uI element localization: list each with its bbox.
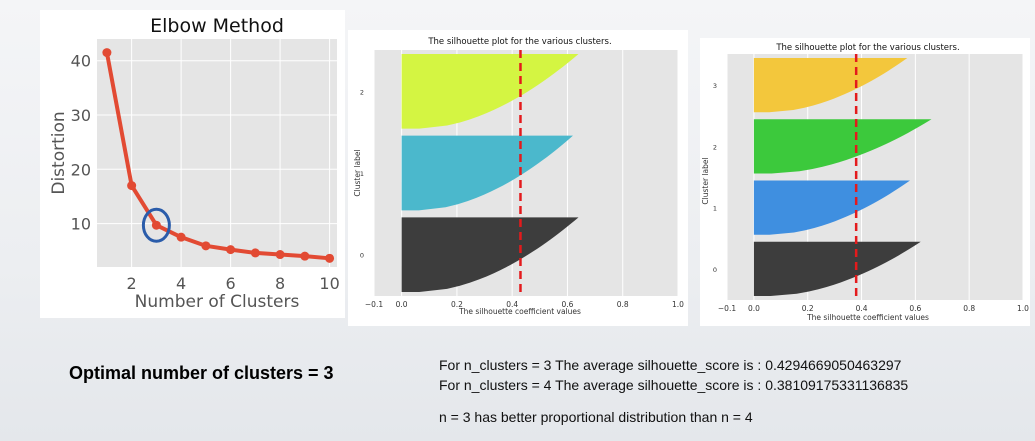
cluster-2-silhouette [401, 54, 579, 129]
silhouette-plot-4: 0 1 2 3 −0.1 0.0 0.2 0.4 0.6 0.8 1.0 The silhouet… [701, 43, 1029, 322]
cluster-2-silhouette [753, 119, 932, 174]
y-axis-label: Distortion [49, 111, 69, 194]
x-tick-label: 0.8 [617, 300, 629, 309]
y-tick-label: 30 [71, 106, 91, 125]
x-tick-label: −0.1 [365, 300, 383, 309]
y-tick-labels: 10 20 30 40 [71, 52, 91, 234]
data-point [275, 250, 285, 260]
cluster-1-silhouette [401, 135, 573, 211]
cluster-label: 0 [713, 266, 717, 274]
gridlines [97, 39, 337, 267]
data-point [300, 251, 310, 261]
distribution-comparison: n = 3 has better proportional distributi… [439, 409, 753, 425]
elbow-highlight-circle [141, 207, 171, 243]
chart-title: Elbow Method [150, 15, 284, 37]
x-tick-label: 4 [176, 274, 186, 293]
gridlines [726, 54, 1024, 300]
distortion-line [104, 52, 330, 261]
x-tick-label: 0.6 [909, 304, 921, 313]
cluster-label: 2 [713, 143, 717, 151]
data-point [127, 181, 137, 191]
data-point [201, 241, 211, 251]
y-tick-label: 20 [71, 160, 91, 179]
data-point [176, 232, 186, 242]
cluster-0-silhouette [753, 241, 921, 296]
x-tick-label: 0.2 [451, 300, 463, 309]
x-tick-label: 0.0 [748, 304, 760, 313]
silhouette-plot-3: 0 1 2 −0.1 0.0 0.2 0.4 0.6 0.8 1.0 The silhouett… [353, 37, 684, 316]
plot-background [97, 39, 337, 267]
x-tick-label: 1.0 [672, 300, 684, 309]
x-axis-label: The silhouette coefficient values [458, 307, 581, 316]
elbow-chart: 2 4 6 8 10 10 20 30 40 Elbow Method Number of C… [49, 15, 340, 312]
silhouette-score-n4: For n_clusters = 4 The average silhouett… [439, 377, 909, 393]
x-tick-label: 0.2 [802, 304, 814, 313]
silhouette-plot-4-panel: 0 1 2 3 −0.1 0.0 0.2 0.4 0.6 0.8 1.0 The silhouet… [700, 38, 1030, 326]
x-tick-labels: 2 4 6 8 10 [127, 274, 340, 293]
series-line-group [102, 48, 335, 263]
y-tick-label: 40 [71, 52, 91, 71]
x-tick-label: 0.4 [856, 304, 868, 313]
x-tick-label: 10 [319, 274, 339, 293]
cluster-label: 3 [713, 82, 717, 90]
x-axis-label: Number of Clusters [135, 292, 300, 312]
x-tick-labels: −0.1 0.0 0.2 0.4 0.6 0.8 1.0 [365, 300, 684, 309]
chart-title: The silhouette plot for the various clus… [427, 37, 611, 47]
x-tick-label: −0.1 [718, 304, 736, 313]
cluster-label: 2 [360, 88, 364, 96]
elbow-chart-panel: 2 4 6 8 10 10 20 30 40 Elbow Method Number of C… [40, 10, 345, 318]
y-tick-label: 10 [71, 215, 91, 234]
x-tick-label: 0.6 [561, 300, 573, 309]
x-axis-label: The silhouette coefficient values [806, 313, 929, 322]
cluster-3-silhouette [753, 58, 908, 113]
optimal-clusters-conclusion: Optimal number of clusters = 3 [69, 363, 334, 383]
y-axis-label: Cluster label [353, 149, 362, 196]
cluster-label: 1 [713, 205, 717, 213]
data-point [325, 253, 335, 263]
x-tick-label: 0.8 [963, 304, 975, 313]
cluster-label: 1 [360, 170, 364, 178]
x-tick-label: 1.0 [1017, 304, 1029, 313]
silhouette-plot-3-panel: 0 1 2 −0.1 0.0 0.2 0.4 0.6 0.8 1.0 The silhouett… [348, 30, 688, 326]
x-tick-label: 8 [275, 274, 285, 293]
cluster-silhouettes: 0 1 2 [360, 54, 579, 292]
cluster-0-silhouette [401, 217, 579, 292]
x-tick-label: 0.0 [396, 300, 408, 309]
data-point [226, 245, 236, 255]
x-tick-labels: −0.1 0.0 0.2 0.4 0.6 0.8 1.0 [718, 304, 1029, 313]
data-point [250, 248, 260, 258]
cluster-1-silhouette [753, 180, 910, 235]
silhouette-score-n3: For n_clusters = 3 The average silhouett… [439, 357, 902, 373]
x-tick-label: 0.4 [506, 300, 518, 309]
x-tick-label: 2 [127, 274, 137, 293]
data-point [102, 48, 112, 58]
cluster-label: 0 [360, 252, 364, 260]
cluster-silhouettes: 0 1 2 3 [713, 58, 932, 296]
data-point [151, 220, 161, 230]
x-tick-label: 6 [226, 274, 236, 293]
y-axis-label: Cluster label [701, 157, 710, 204]
chart-title: The silhouette plot for the various clus… [775, 43, 959, 53]
